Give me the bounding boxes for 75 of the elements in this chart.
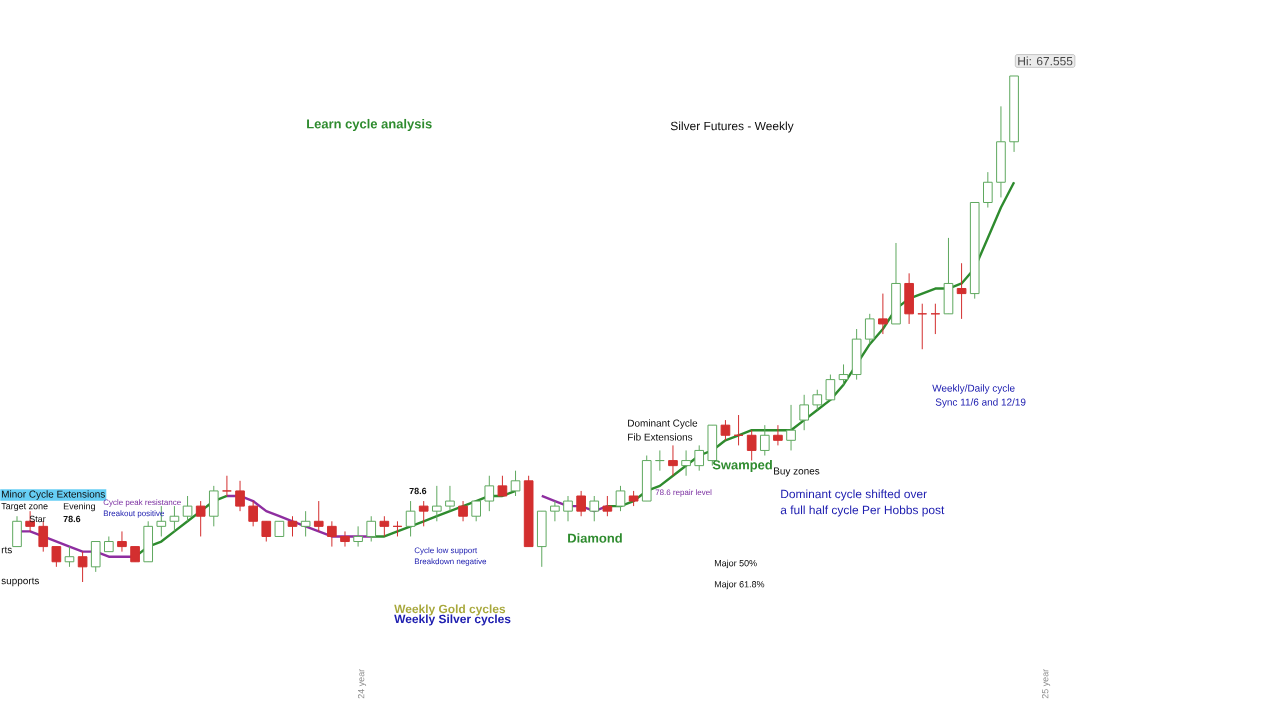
annotation: Star: [29, 515, 46, 523]
candlestick: [668, 444, 678, 477]
candlestick: [261, 520, 272, 543]
candlestick: [864, 313, 875, 345]
candlestick: [550, 500, 560, 522]
candlestick: [510, 470, 521, 497]
candlestick: [838, 363, 849, 386]
annotation: Learn cycle analysis: [307, 118, 432, 132]
candlestick: [182, 495, 193, 522]
text: 25 year: [1042, 669, 1051, 699]
candlestick: [235, 480, 245, 512]
annotation: Dominant cycle shifted over: [781, 489, 927, 501]
candlestick: [287, 515, 298, 537]
annotation: 78.6: [63, 515, 81, 523]
candlestick: [694, 444, 705, 472]
annotation: Evening: [63, 502, 95, 512]
candlestick: [418, 500, 429, 527]
candlestick: [77, 551, 88, 583]
candlestick: [720, 419, 731, 441]
annotation: Sync 11/6 and 12/19: [935, 398, 1026, 408]
candlestick: [445, 485, 455, 512]
annotation: Minor Cycle Extensions: [2, 490, 105, 500]
candlestick: [746, 429, 757, 462]
candlestick: [222, 475, 232, 497]
annotation: Target zone: [1, 503, 48, 512]
candlestick: [956, 262, 967, 320]
candlestick: [471, 500, 482, 522]
candlestick: [51, 546, 62, 568]
candlestick: [117, 530, 127, 553]
candlestick: [379, 515, 390, 537]
candlestick: [589, 495, 600, 522]
annotation: Major 61.8%: [714, 580, 765, 590]
candlestick: [366, 515, 377, 543]
text: Hi: 67.555: [1018, 56, 1073, 66]
candlestick: [484, 475, 495, 512]
annotation: Weekly/Daily cycle: [932, 384, 1015, 394]
candlestick: [340, 530, 350, 548]
candlestick: [681, 449, 691, 477]
annotation: Major 50%: [714, 559, 757, 569]
annotation: Fib Extensions: [628, 433, 693, 441]
candlestick: [64, 546, 75, 568]
candlestick: [431, 485, 442, 522]
annotation: Diamond: [568, 533, 622, 543]
text: Weekly Silver cycles: [394, 614, 511, 626]
candlestick: [576, 490, 586, 517]
candlestick: [759, 424, 770, 456]
candlestick: [825, 374, 836, 401]
text: Silver Futures - Weekly: [670, 121, 794, 133]
annotation: 78.6: [409, 487, 427, 495]
candlestick: [169, 505, 180, 532]
candlestick: [563, 495, 573, 522]
candlestick: [405, 500, 416, 537]
candlestick: [327, 520, 337, 548]
candlestick: [878, 293, 888, 335]
annotation: supports: [1, 577, 40, 587]
candlestick: [248, 500, 258, 527]
candlestick: [773, 424, 783, 446]
candlestick: [313, 500, 324, 532]
annotation: a full half cycle Per Hobbs post: [780, 505, 945, 517]
annotation: Swamped: [712, 459, 772, 473]
candlestick: [615, 485, 626, 512]
annotation: Dominant Cycle: [628, 419, 698, 429]
candlestick: [812, 389, 823, 411]
annotation: rts: [1, 546, 12, 554]
candlestick: [353, 525, 363, 548]
candlestick: [195, 500, 206, 537]
candlestick: [786, 404, 796, 451]
annotation: Buy zones: [774, 467, 820, 477]
candlestick: [983, 171, 993, 209]
candlestick: [799, 394, 809, 431]
candlestick: [497, 475, 508, 497]
candlestick: [300, 510, 311, 537]
candlestick: [602, 495, 613, 517]
text: 24 year: [357, 669, 367, 699]
candlestick: [458, 500, 468, 522]
